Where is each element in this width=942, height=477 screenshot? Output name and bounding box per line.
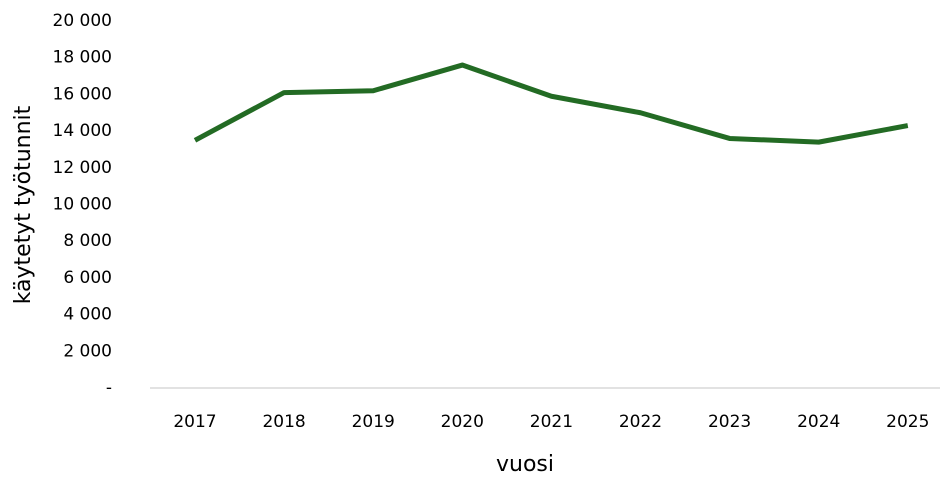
y-tick-label: 2 000 bbox=[63, 341, 112, 361]
x-tick-label: 2017 bbox=[173, 412, 216, 432]
x-tick-label: 2024 bbox=[797, 412, 840, 432]
y-tick-label: 8 000 bbox=[63, 231, 112, 251]
x-tick-label: 2023 bbox=[708, 412, 751, 432]
x-tick-label: 2022 bbox=[619, 412, 662, 432]
x-tick-label: 2021 bbox=[530, 412, 573, 432]
x-axis-label: vuosi bbox=[496, 452, 554, 477]
x-tick-label: 2025 bbox=[886, 412, 929, 432]
y-tick-label: 10 000 bbox=[53, 195, 112, 215]
y-tick-label: - bbox=[106, 378, 112, 398]
data-line bbox=[193, 62, 909, 145]
y-tick-label: 18 000 bbox=[53, 48, 112, 68]
y-tick-label: 12 000 bbox=[53, 158, 112, 178]
x-tick-label: 2019 bbox=[352, 412, 395, 432]
y-tick-label: 6 000 bbox=[63, 268, 112, 288]
y-axis-label: käytetyt työtunnit bbox=[11, 105, 36, 304]
x-tick-label: 2020 bbox=[441, 412, 484, 432]
x-tick-label: 2018 bbox=[262, 412, 305, 432]
y-tick-label: 16 000 bbox=[53, 84, 112, 104]
y-tick-label: 4 000 bbox=[63, 305, 112, 325]
y-tick-label: 14 000 bbox=[53, 121, 112, 141]
y-tick-label: 20 000 bbox=[53, 11, 112, 31]
